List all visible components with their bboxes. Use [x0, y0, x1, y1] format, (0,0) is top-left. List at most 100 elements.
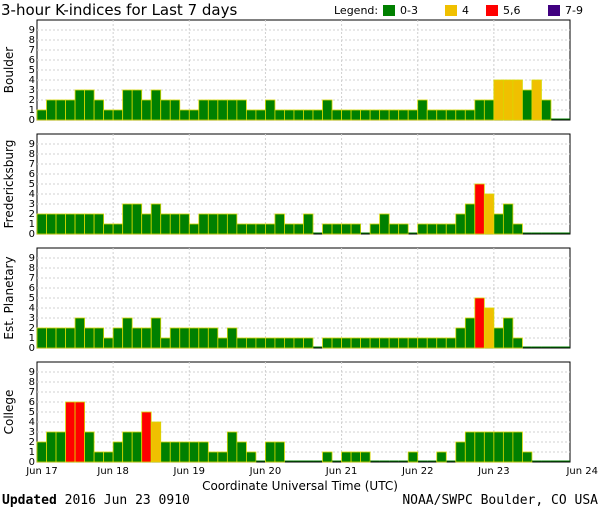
y-tick-label: 4 [29, 189, 35, 200]
bar [265, 99, 276, 121]
bar [245, 223, 257, 235]
bar [169, 213, 181, 235]
bar [226, 213, 238, 235]
bar [84, 431, 95, 463]
bar [112, 223, 124, 235]
y-tick-label: 5 [29, 65, 35, 76]
y-tick-label: 1 [29, 333, 35, 344]
y-tick-label: 8 [29, 35, 35, 46]
bar [160, 213, 171, 235]
bar [341, 223, 352, 235]
bar [74, 89, 85, 121]
bar [84, 89, 95, 121]
bar [426, 109, 438, 121]
bar [284, 337, 295, 349]
bar [103, 109, 114, 121]
station-label: Est. Planetary [2, 256, 16, 339]
x-tick-label: Jun 17 [25, 466, 58, 477]
bar [436, 337, 447, 349]
bar [36, 109, 47, 121]
bar [198, 99, 209, 121]
bar [122, 431, 133, 463]
bar [417, 337, 428, 349]
bar [255, 109, 266, 121]
bar [388, 337, 400, 349]
bar [322, 223, 333, 235]
footer-updated-label: Updated [2, 493, 57, 508]
bar [36, 327, 47, 349]
bar [455, 109, 466, 121]
bar [502, 79, 514, 121]
bar [303, 109, 314, 121]
bar [141, 99, 152, 121]
y-tick-label: 9 [29, 367, 35, 378]
bar [284, 223, 295, 235]
y-tick-label: 7 [29, 273, 35, 284]
bar [322, 451, 333, 463]
bar [483, 99, 495, 121]
y-tick-label: 0 [29, 229, 35, 240]
bar [293, 337, 304, 349]
bar [350, 223, 362, 235]
bar [360, 451, 371, 463]
bar [207, 99, 219, 121]
bar [445, 337, 457, 349]
bar [474, 297, 485, 349]
bar [74, 213, 85, 235]
bar [369, 109, 381, 121]
bar [236, 441, 247, 463]
station-label: Fredericksburg [2, 140, 16, 229]
bar [341, 451, 352, 463]
bar [188, 327, 200, 349]
legend-entry-label-0: 0-3 [400, 4, 418, 17]
bar [217, 213, 228, 235]
bar [198, 327, 209, 349]
chart-title: 3-hour K-indices for Last 7 days [1, 1, 237, 19]
y-tick-label: 9 [29, 25, 35, 36]
bar [141, 327, 152, 349]
bar [236, 223, 247, 235]
bar [93, 213, 105, 235]
bar [474, 99, 485, 121]
bar [55, 327, 66, 349]
x-tick-label: Jun 24 [565, 466, 598, 477]
y-tick-label: 9 [29, 253, 35, 264]
y-tick-label: 0 [29, 457, 35, 468]
bar [46, 213, 57, 235]
bar [217, 99, 228, 121]
bar [502, 317, 514, 349]
bar [103, 451, 114, 463]
y-tick-label: 3 [29, 313, 35, 324]
bar [341, 109, 352, 121]
bar [36, 213, 47, 235]
y-tick-label: 2 [29, 437, 35, 448]
bar [417, 99, 428, 121]
bar [284, 109, 295, 121]
bar [436, 223, 447, 235]
bar [303, 337, 314, 349]
bar [122, 317, 133, 349]
bar [455, 327, 466, 349]
bar [207, 451, 219, 463]
bar [46, 99, 57, 121]
bar [160, 441, 171, 463]
y-tick-label: 6 [29, 55, 35, 66]
bar [388, 109, 400, 121]
bar [369, 337, 381, 349]
bar [65, 99, 76, 121]
bar [150, 89, 162, 121]
bar [65, 327, 76, 349]
bar [436, 109, 447, 121]
bar [369, 223, 381, 235]
x-tick-label: Jun 20 [249, 466, 282, 477]
y-tick-label: 2 [29, 95, 35, 106]
station-label: Boulder [2, 47, 16, 94]
bar [341, 337, 352, 349]
legend-entry-label-3: 7-9 [565, 4, 583, 17]
y-tick-label: 6 [29, 397, 35, 408]
bar [350, 337, 362, 349]
bar [226, 431, 238, 463]
